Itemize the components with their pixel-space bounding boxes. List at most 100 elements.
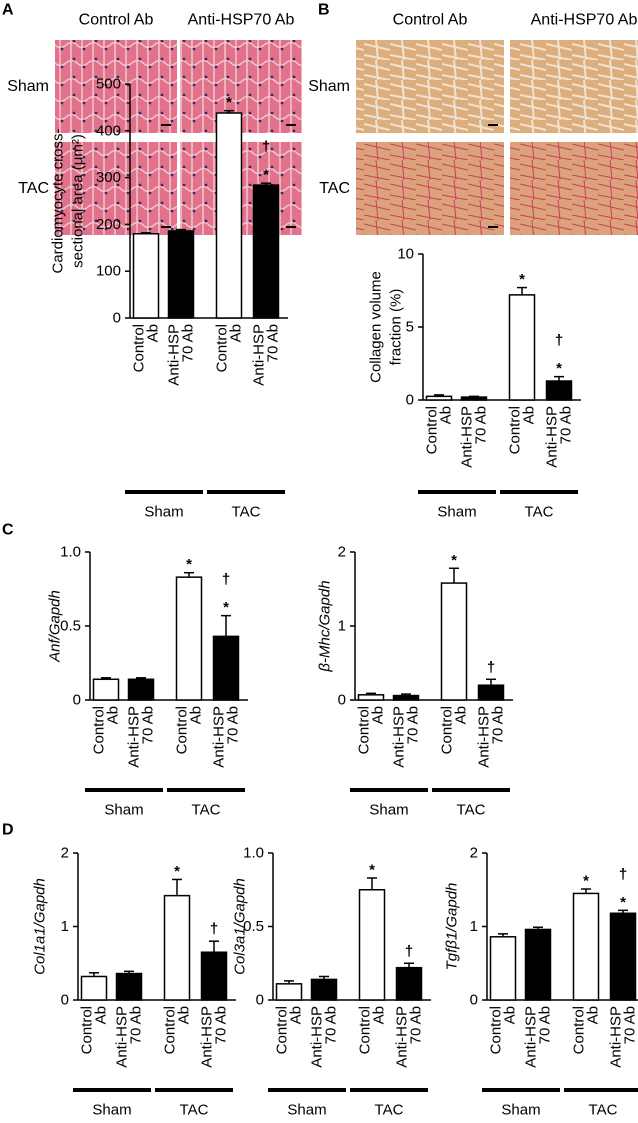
x-tick-label: 70 Ab xyxy=(473,406,490,444)
y-axis-label: β-Mhc/Gapdh xyxy=(317,580,334,672)
x-tick-label: 70 Ab xyxy=(265,324,282,362)
x-tick-label: Ab xyxy=(502,1006,519,1024)
x-tick-label: Control xyxy=(214,324,231,372)
x-tick-label: Anti-HSP xyxy=(476,706,493,768)
bar xyxy=(392,694,420,701)
micrograph xyxy=(510,40,638,133)
micrograph xyxy=(510,142,638,235)
bar xyxy=(127,678,155,701)
panel-label: D xyxy=(2,822,14,839)
x-tick-label: Control xyxy=(274,1006,291,1054)
x-tick-label: Anti-HSP xyxy=(391,706,408,768)
group-label: TAC xyxy=(525,504,554,521)
x-tick-label: Control xyxy=(488,1006,505,1054)
x-tick-label: Anti-HSP xyxy=(608,1006,625,1068)
significance-mark: † xyxy=(262,139,270,156)
bar xyxy=(609,912,637,1001)
x-tick-label: 70 Ab xyxy=(213,1006,230,1044)
micrograph xyxy=(356,142,504,235)
x-tick-label: Ab xyxy=(370,706,387,724)
x-tick-label: Anti-HSP xyxy=(523,1006,540,1068)
x-tick-label: Control xyxy=(507,406,524,454)
bar xyxy=(460,396,488,401)
significance-mark: * xyxy=(263,167,269,184)
y-tick-label: 0.5 xyxy=(60,618,81,635)
significance-mark: † xyxy=(619,866,627,883)
x-tick-label: Control xyxy=(162,1006,179,1054)
y-axis-label: sectional area (μm²) xyxy=(70,134,87,268)
group-label: Sham xyxy=(369,802,408,819)
micrograph xyxy=(356,40,504,133)
x-tick-label: Control xyxy=(571,1006,588,1054)
y-tick-label: 0 xyxy=(338,692,346,709)
x-tick-label: Ab xyxy=(585,1006,602,1024)
x-tick-label: Ab xyxy=(521,406,538,424)
bar xyxy=(357,694,385,701)
x-tick-label: 70 Ab xyxy=(622,1006,638,1044)
image-row-label: Sham xyxy=(7,78,49,95)
x-tick-label: Ab xyxy=(93,1006,110,1024)
significance-mark: † xyxy=(487,659,495,676)
y-tick-label: 0 xyxy=(73,692,81,709)
x-tick-label: Anti-HSP xyxy=(166,324,183,386)
bar xyxy=(252,184,280,319)
x-tick-label: Control xyxy=(439,706,456,754)
y-tick-label: 0 xyxy=(470,992,478,1009)
y-tick-label: 0 xyxy=(406,392,414,409)
x-tick-label: 70 Ab xyxy=(405,706,422,744)
significance-mark: † xyxy=(222,571,230,588)
x-tick-label: Control xyxy=(91,706,108,754)
y-axis-label: Col3a1/Gapdh xyxy=(232,878,249,975)
x-tick-label: 70 Ab xyxy=(180,324,197,362)
y-tick-label: 0 xyxy=(113,310,121,327)
group-label: Sham xyxy=(144,504,183,521)
bar xyxy=(545,380,573,401)
x-tick-label: Anti-HSP xyxy=(544,406,561,468)
bar xyxy=(175,576,203,701)
x-tick-label: Ab xyxy=(371,1006,388,1024)
x-tick-label: 70 Ab xyxy=(558,406,575,444)
bar xyxy=(395,966,423,1001)
x-tick-label: Anti-HSP xyxy=(394,1006,411,1068)
x-tick-label: 70 Ab xyxy=(537,1006,554,1044)
y-axis-label: Cardiomyocyte cross- xyxy=(50,128,67,273)
y-tick-label: 2 xyxy=(338,544,346,561)
micrograph xyxy=(55,142,177,235)
group-label: TAC xyxy=(375,1102,404,1119)
y-axis-label: Tgfβ1/Gapdh xyxy=(444,883,461,971)
x-tick-label: Ab xyxy=(145,324,162,342)
significance-mark: * xyxy=(186,556,192,573)
group-label: TAC xyxy=(180,1102,209,1119)
x-tick-label: Control xyxy=(174,706,191,754)
image-column-label: Control Ab xyxy=(393,12,468,29)
panel-label: A xyxy=(2,2,14,19)
significance-mark: * xyxy=(174,863,180,880)
significance-mark: * xyxy=(583,873,589,890)
group-label: Sham xyxy=(437,504,476,521)
bar xyxy=(310,978,338,1001)
significance-mark: * xyxy=(226,94,232,111)
bar xyxy=(477,684,505,701)
bar xyxy=(440,582,468,701)
y-tick-label: 1 xyxy=(470,918,478,935)
image-row-label: TAC xyxy=(319,180,350,197)
significance-mark: * xyxy=(451,552,457,569)
bar xyxy=(80,975,108,1001)
x-tick-label: 70 Ab xyxy=(408,1006,425,1044)
y-tick-label: 100 xyxy=(96,263,121,280)
x-tick-label: Control xyxy=(424,406,441,454)
bar xyxy=(92,678,120,701)
x-tick-label: Control xyxy=(357,1006,374,1054)
significance-mark: * xyxy=(369,861,375,878)
x-tick-label: Anti-HSP xyxy=(199,1006,216,1068)
x-tick-label: Ab xyxy=(105,706,122,724)
y-tick-label: 400 xyxy=(96,122,121,139)
bar xyxy=(215,112,243,319)
x-tick-label: Ab xyxy=(438,406,455,424)
y-tick-label: 1.0 xyxy=(60,544,81,561)
bar xyxy=(508,294,536,401)
x-tick-label: 70 Ab xyxy=(128,1006,145,1044)
x-tick-label: 70 Ab xyxy=(490,706,507,744)
bar xyxy=(358,889,386,1001)
significance-mark: † xyxy=(555,332,563,349)
